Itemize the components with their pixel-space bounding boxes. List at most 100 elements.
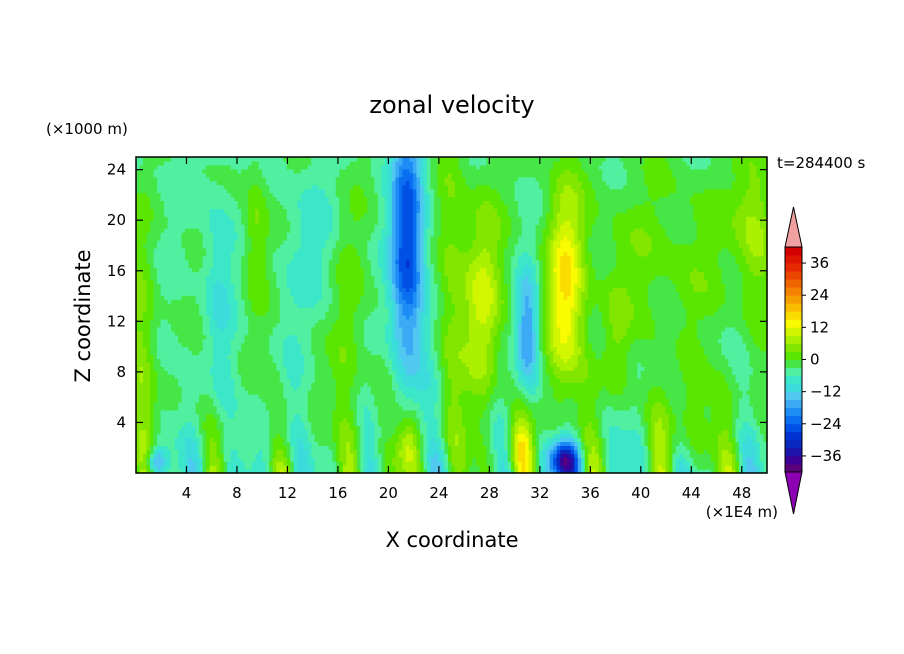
- heatmap-cell: [717, 449, 723, 454]
- heatmap-cell: [658, 220, 698, 225]
- heatmap-cell: [500, 465, 505, 470]
- heatmap-cell: [560, 271, 572, 277]
- heatmap-cell: [637, 405, 645, 411]
- heatmap-cell: [328, 445, 337, 450]
- heatmap-cell: [584, 334, 589, 340]
- heatmap-cell: [521, 232, 537, 237]
- heatmap-cell: [693, 287, 708, 292]
- heatmap-cell: [279, 378, 291, 383]
- heatmap-cell: [269, 212, 288, 217]
- heatmap-cell: [349, 397, 358, 403]
- heatmap-cell: [500, 279, 505, 284]
- heatmap-cell: [598, 164, 624, 170]
- heatmap-cell: [433, 216, 442, 221]
- heatmap-cell: [560, 279, 572, 284]
- heatmap-cell: [153, 433, 158, 439]
- heatmap-cell: [339, 307, 358, 312]
- heatmap-cell: [447, 405, 463, 411]
- heatmap-cell: [689, 465, 698, 470]
- heatmap-cell: [633, 247, 652, 253]
- heatmap-cell: [447, 370, 470, 375]
- heatmap-cell: [293, 449, 298, 454]
- heatmap-cell: [518, 386, 526, 391]
- heatmap-cell: [444, 291, 453, 296]
- heatmap-cell: [682, 303, 723, 308]
- heatmap-cell: [216, 322, 228, 328]
- heatmap-cell: [195, 433, 204, 439]
- heatmap-cell: [440, 283, 449, 288]
- heatmap-cell: [759, 184, 768, 190]
- heatmap-cell: [265, 200, 281, 205]
- heatmap-cell: [518, 362, 523, 367]
- heatmap-cell: [609, 425, 621, 431]
- heatmap-cell: [146, 291, 155, 296]
- heatmap-cell: [724, 354, 751, 360]
- heatmap-cell: [230, 370, 239, 375]
- heatmap-cell: [546, 279, 551, 284]
- heatmap-cell: [570, 168, 586, 174]
- heatmap-cell: [584, 437, 600, 442]
- heatmap-cell: [549, 445, 554, 450]
- heatmap-cell: [398, 255, 414, 261]
- heatmap-cell: [262, 397, 288, 403]
- heatmap-cell: [398, 172, 404, 178]
- heatmap-cell: [349, 160, 372, 166]
- heatmap-cell: [419, 469, 425, 474]
- heatmap-cell: [514, 330, 519, 336]
- heatmap-cell: [391, 157, 397, 162]
- heatmap-cell: [451, 382, 491, 387]
- heatmap-cell: [314, 461, 337, 466]
- heatmap-cell: [258, 160, 288, 166]
- heatmap-cell: [458, 441, 467, 446]
- heatmap-cell: [612, 236, 631, 241]
- heatmap-cell: [395, 247, 400, 253]
- heatmap-cell: [500, 303, 509, 308]
- heatmap-cell: [213, 307, 232, 312]
- heatmap-cell: [202, 322, 211, 328]
- heatmap-cell: [469, 322, 495, 328]
- heatmap-cell: [675, 287, 694, 292]
- heatmap-cell: [476, 208, 498, 213]
- heatmap-cell: [363, 413, 372, 419]
- heatmap-cell: [560, 275, 572, 281]
- heatmap-cell: [353, 243, 368, 249]
- heatmap-cell: [300, 350, 312, 356]
- heatmap-cell: [553, 449, 558, 454]
- heatmap-cell: [497, 291, 502, 296]
- heatmap-cell: [742, 271, 754, 277]
- heatmap-cell: [419, 239, 425, 245]
- heatmap-cell: [518, 263, 526, 269]
- heatmap-cell: [419, 405, 435, 411]
- heatmap-cell: [591, 228, 614, 233]
- heatmap-cell: [209, 441, 218, 446]
- heatmap-cell: [412, 263, 418, 269]
- heatmap-cell: [416, 212, 421, 217]
- heatmap-cell: [626, 172, 645, 178]
- heatmap-cell: [535, 267, 540, 273]
- heatmap-cell: [549, 176, 558, 182]
- heatmap-cell: [188, 259, 204, 265]
- heatmap-cell: [419, 157, 425, 162]
- heatmap-cell: [405, 445, 411, 450]
- heatmap-cell: [279, 299, 295, 304]
- heatmap-cell: [160, 465, 165, 470]
- heatmap-cell: [430, 267, 435, 273]
- heatmap-cell: [574, 299, 579, 304]
- heatmap-cell: [549, 243, 554, 249]
- heatmap-cell: [528, 279, 537, 284]
- heatmap-cell: [356, 429, 361, 435]
- heatmap-cell: [409, 259, 414, 265]
- heatmap-cell: [139, 164, 158, 170]
- heatmap-cell: [493, 358, 498, 363]
- heatmap-cell: [412, 295, 418, 300]
- heatmap-cell: [518, 295, 523, 300]
- heatmap-cell: [528, 382, 533, 387]
- heatmap-cell: [227, 354, 239, 360]
- heatmap-cell: [412, 243, 418, 249]
- heatmap-cell: [136, 401, 151, 407]
- heatmap-cell: [136, 354, 148, 360]
- heatmap-cell: [731, 449, 737, 454]
- heatmap-cell: [321, 263, 330, 269]
- heatmap-cell: [525, 461, 530, 466]
